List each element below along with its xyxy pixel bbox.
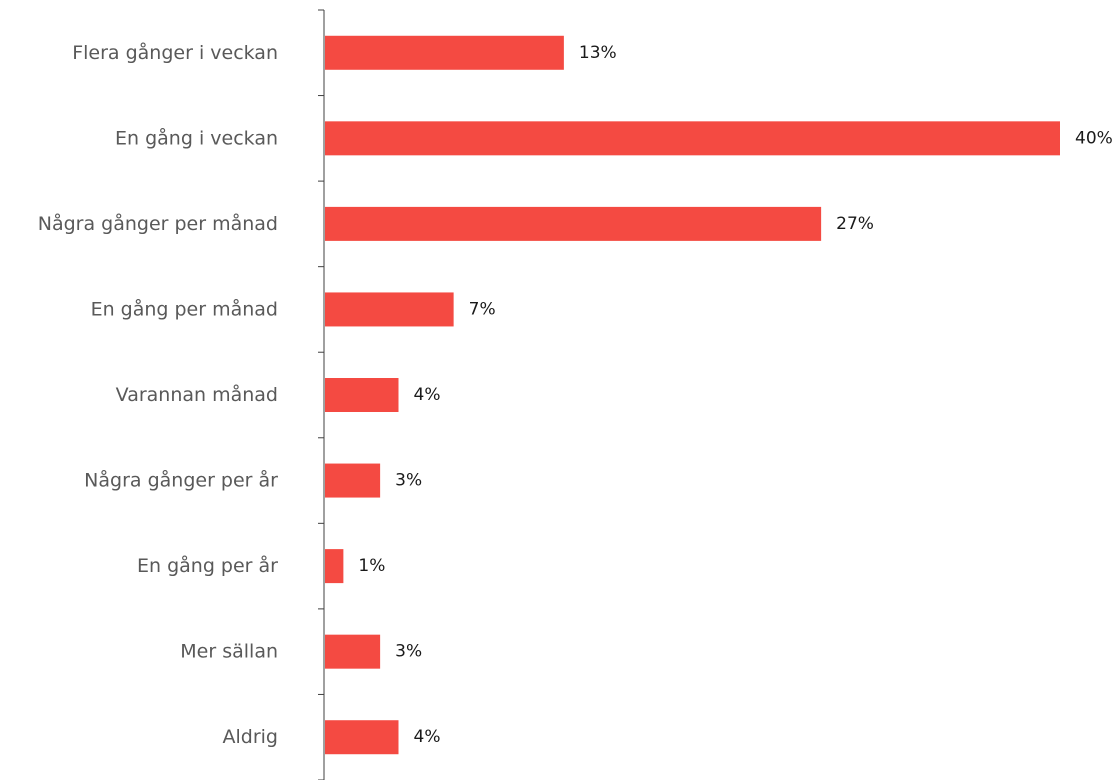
value-label: 3%: [395, 642, 422, 662]
bar: [325, 292, 454, 327]
value-label: 4%: [414, 727, 441, 747]
bar: [325, 121, 1060, 156]
category-label: En gång i veckan: [115, 126, 278, 149]
bar: [325, 634, 381, 669]
value-label: 4%: [414, 385, 441, 405]
bar: [325, 35, 564, 70]
bars-layer: [325, 35, 1060, 755]
category-label: En gång per månad: [91, 297, 278, 320]
category-label: En gång per år: [137, 554, 278, 577]
bar: [325, 720, 399, 755]
value-label: 7%: [469, 299, 496, 319]
bar: [325, 378, 399, 412]
bar: [325, 206, 822, 241]
labels-layer: Flera gånger i veckan 13% En gång i veckan…: [38, 41, 1113, 748]
category-label: Varannan månad: [116, 383, 278, 406]
bar: [325, 549, 344, 584]
value-label: 13%: [579, 43, 617, 63]
category-label: Flera gånger i veckan: [72, 41, 278, 64]
category-label: Några gånger per månad: [38, 212, 278, 235]
bar: [325, 463, 381, 498]
value-label: 27%: [836, 214, 874, 234]
category-label: Mer sällan: [180, 641, 278, 663]
category-axis: [318, 9, 325, 780]
value-label: 40%: [1075, 128, 1113, 148]
value-label: 1%: [358, 556, 385, 576]
category-label: Aldrig: [223, 726, 279, 748]
category-label: Några gånger per år: [84, 469, 278, 492]
value-label: 3%: [395, 471, 422, 491]
